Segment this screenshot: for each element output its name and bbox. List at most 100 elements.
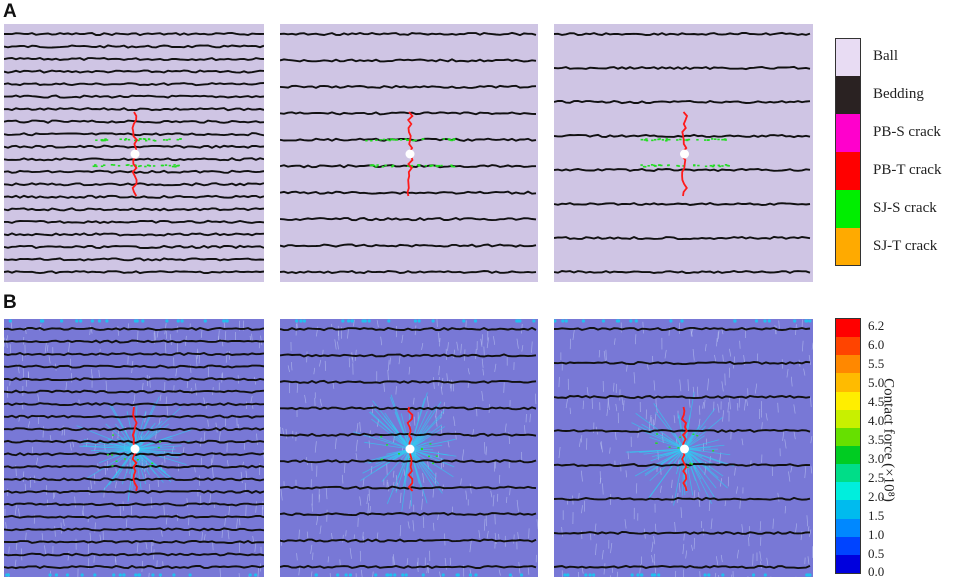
bedding-plane xyxy=(4,489,264,494)
sj-s-crack xyxy=(689,462,692,465)
sj-s-crack xyxy=(668,446,671,448)
contact-chain-high xyxy=(369,411,411,450)
contact-chain xyxy=(482,368,485,376)
contact-chain xyxy=(150,497,153,509)
bedding-plane xyxy=(280,31,537,37)
sj-s-crack xyxy=(677,165,680,167)
boundary-contact xyxy=(808,319,812,323)
bedding-plane xyxy=(280,538,537,543)
sj-s-crack xyxy=(442,138,446,140)
contact-chain xyxy=(250,395,253,403)
boundary-contact xyxy=(707,573,711,577)
bedding-plane xyxy=(4,402,264,407)
contact-chain xyxy=(280,426,282,435)
model-a-1-canvas xyxy=(4,24,264,282)
sj-s-crack xyxy=(161,164,164,167)
boundary-contact xyxy=(421,573,425,577)
boundary-contact xyxy=(361,319,365,323)
contact-chain-high xyxy=(395,448,411,493)
sj-s-crack xyxy=(704,139,707,141)
boundary-contact xyxy=(417,319,421,323)
contact-chain xyxy=(403,469,406,476)
contact-chain xyxy=(625,470,627,478)
contact-chain xyxy=(729,397,731,410)
contact-chain xyxy=(360,569,363,577)
boundary-contact xyxy=(561,319,565,323)
contact-chain xyxy=(653,536,656,545)
contact-chain xyxy=(759,551,762,561)
contact-chain xyxy=(580,470,583,482)
contact-chain xyxy=(793,404,796,414)
contact-chain xyxy=(325,487,328,500)
contact-chain xyxy=(224,331,227,342)
sj-s-crack xyxy=(388,139,391,142)
sj-s-crack xyxy=(152,165,156,167)
sj-s-crack xyxy=(686,466,689,469)
contact-chain xyxy=(716,556,719,566)
contact-chain xyxy=(453,349,456,359)
sj-s-crack xyxy=(435,455,438,457)
contact-chain xyxy=(141,560,144,572)
contact-chain xyxy=(558,446,561,459)
contact-chain xyxy=(696,386,699,397)
sj-s-crack xyxy=(412,139,415,142)
contact-chain xyxy=(691,544,694,551)
contact-chain xyxy=(334,438,337,450)
contact-chain xyxy=(461,449,465,461)
contact-chain xyxy=(380,336,383,346)
contact-chain xyxy=(654,413,657,426)
bedding-plane xyxy=(280,243,537,248)
sj-s-crack xyxy=(125,164,129,166)
contact-chain xyxy=(24,483,27,493)
contact-chain xyxy=(784,505,786,514)
boundary-contact xyxy=(554,319,557,323)
contact-chain xyxy=(426,566,429,574)
model-a-3-canvas xyxy=(554,24,813,282)
contact-chain xyxy=(722,410,724,422)
contact-chain xyxy=(426,396,429,408)
colorbar-segment xyxy=(836,464,860,483)
contact-chain xyxy=(399,492,402,504)
contact-chain xyxy=(612,382,615,392)
bedding-plane xyxy=(4,244,264,250)
boundary-contact xyxy=(225,319,229,323)
sj-s-crack xyxy=(651,139,654,142)
contact-chain xyxy=(614,431,617,440)
sj-s-crack xyxy=(391,138,395,141)
contact-chain xyxy=(61,425,64,436)
sj-s-crack xyxy=(717,138,720,141)
boundary-contact xyxy=(754,319,759,323)
sj-s-crack xyxy=(127,164,130,166)
contact-chain xyxy=(282,427,285,436)
contact-chain xyxy=(680,507,683,518)
contact-chain xyxy=(406,558,409,567)
contact-chain xyxy=(579,438,582,447)
contact-chain xyxy=(465,320,467,330)
contact-chain xyxy=(341,474,344,484)
contact-chain xyxy=(678,482,681,493)
contact-chain xyxy=(421,342,424,351)
contact-chain-high xyxy=(134,420,163,450)
borehole xyxy=(680,149,689,159)
boundary-contact xyxy=(680,319,684,323)
bedding-plane xyxy=(4,182,264,187)
contact-chain xyxy=(337,341,339,350)
bedding-plane xyxy=(554,31,811,36)
colorbar-tick: 6.0 xyxy=(868,337,885,352)
boundary-contact xyxy=(657,573,661,577)
sj-s-crack xyxy=(724,139,727,141)
boundary-contact xyxy=(468,573,473,577)
bedding-plane xyxy=(280,564,537,570)
contact-chain xyxy=(651,541,654,552)
sj-s-crack xyxy=(450,165,454,168)
sj-s-crack xyxy=(711,138,714,140)
contact-chain xyxy=(600,441,603,453)
sj-s-crack xyxy=(420,448,423,451)
contact-chain xyxy=(661,432,664,444)
boundary-contact xyxy=(180,319,184,323)
bedding-plane xyxy=(4,194,264,199)
contact-chain xyxy=(752,553,754,566)
contact-chain xyxy=(37,394,40,402)
contact-chain xyxy=(398,354,401,365)
sj-s-crack xyxy=(655,442,658,444)
